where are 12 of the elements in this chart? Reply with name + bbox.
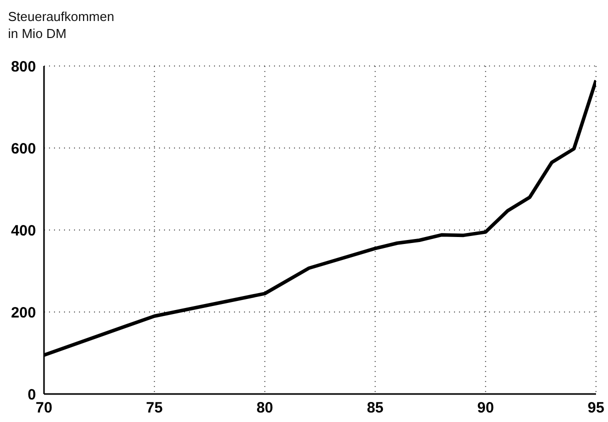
- y-tick-label: 800: [10, 58, 36, 76]
- x-tick-label: 80: [256, 400, 274, 417]
- x-tick-label: 85: [366, 400, 384, 417]
- x-tick-label: 95: [588, 400, 604, 417]
- x-tick-label: 70: [36, 400, 52, 417]
- y-tick-label: 600: [10, 140, 36, 158]
- y-tick-label: 200: [10, 304, 36, 322]
- x-tick-label: 75: [146, 400, 163, 417]
- y-axis-title: Steueraufkommen in Mio DM: [8, 8, 114, 42]
- y-tick-label: 400: [10, 222, 36, 240]
- y-tick-label: 0: [28, 386, 36, 404]
- x-tick-label: 90: [477, 400, 494, 417]
